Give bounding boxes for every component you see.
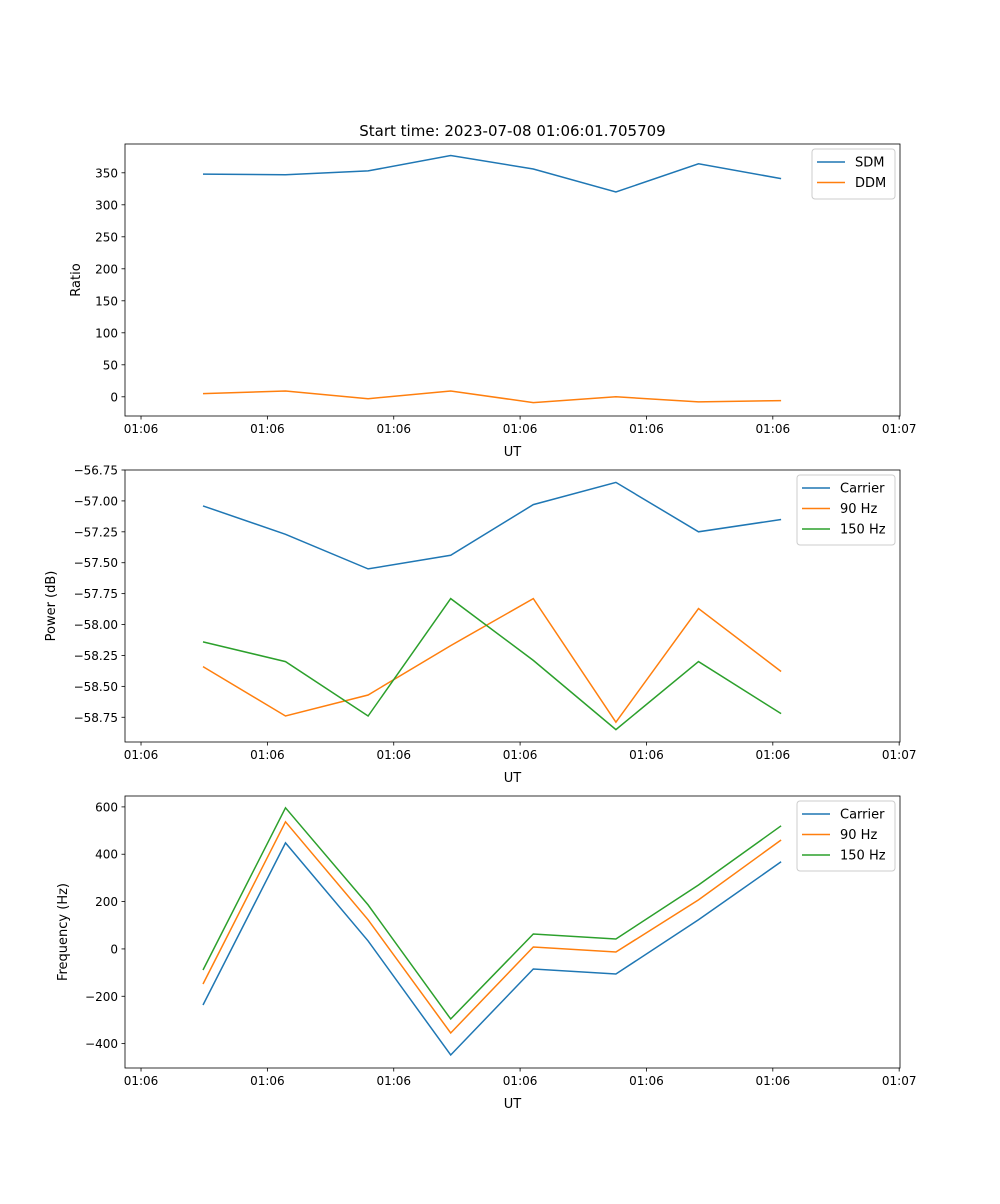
y-tick-label: −400	[85, 1037, 118, 1051]
y-tick-label: 150	[95, 294, 118, 308]
x-tick-label: 01:06	[376, 422, 411, 436]
legend-label: Carrier	[840, 808, 885, 823]
y-tick-label: 600	[95, 800, 118, 814]
legend: Carrier 90 Hz 150 Hz	[796, 474, 896, 546]
y-tick-label: −58.00	[74, 618, 118, 632]
x-tick-label: 01:06	[629, 1074, 664, 1088]
series-line-90-hz	[202, 820, 782, 1035]
legend-label: 150 Hz	[840, 849, 886, 864]
y-tick-label: 400	[95, 848, 118, 862]
y-axis-label: Frequency (Hz)	[56, 883, 71, 981]
axes-frame	[124, 143, 901, 417]
series-line-150-hz	[202, 806, 782, 1021]
axes-frame	[124, 469, 901, 743]
series-line-sdm	[202, 154, 782, 193]
y-tick-label: 100	[95, 326, 118, 340]
chart-title: Start time: 2023-07-08 01:06:01.705709	[359, 122, 665, 140]
x-tick-label: 01:06	[503, 1074, 538, 1088]
x-axis-label: UT	[504, 1097, 522, 1112]
y-tick-label: −58.25	[74, 649, 118, 663]
x-tick-label: 01:06	[124, 422, 159, 436]
x-tick-label: 01:06	[756, 1074, 791, 1088]
y-tick-label: −57.50	[74, 556, 118, 570]
y-tick-label: 0	[110, 942, 118, 956]
subplot-1: 01:06 01:06 01:06 01:06 01:06 01:06 01:07 0 50 10…	[69, 122, 916, 460]
legend: Carrier 90 Hz 150 Hz	[796, 800, 896, 872]
x-tick-label: 01:06	[376, 1074, 411, 1088]
series-line-150-hz	[202, 597, 782, 731]
x-tick-label: 01:06	[629, 422, 664, 436]
subplot-2: 01:06 01:06 01:06 01:06 01:06 01:06 01:07 −58.7…	[44, 464, 916, 787]
x-tick-label: 01:06	[250, 422, 285, 436]
x-tick-label: 01:07	[882, 748, 917, 762]
legend-box	[796, 474, 896, 546]
x-tick-label: 01:07	[882, 1074, 917, 1088]
y-tick-label: 50	[103, 358, 118, 372]
y-tick-label: 200	[95, 262, 118, 276]
y-tick-label: −56.75	[74, 464, 118, 478]
legend-box	[796, 800, 896, 872]
legend-label: 150 Hz	[840, 523, 886, 538]
x-tick-label: 01:06	[503, 422, 538, 436]
y-axis-label: Ratio	[69, 263, 84, 296]
y-tick-label: 350	[95, 166, 118, 180]
y-tick-label: −57.75	[74, 587, 118, 601]
x-tick-label: 01:07	[882, 422, 917, 436]
x-tick-label: 01:06	[629, 748, 664, 762]
legend-label: DDM	[855, 176, 886, 191]
x-tick-label: 01:06	[376, 748, 411, 762]
y-axis-label: Power (dB)	[44, 571, 59, 642]
legend-label: SDM	[855, 156, 884, 171]
legend: SDM DDM	[811, 148, 896, 200]
x-tick-label: 01:06	[124, 748, 159, 762]
y-tick-label: −58.75	[74, 711, 118, 725]
y-tick-label: −58.50	[74, 680, 118, 694]
series-line-90-hz	[202, 597, 782, 724]
x-tick-label: 01:06	[250, 1074, 285, 1088]
x-axis-label: UT	[504, 771, 522, 786]
series-line-carrier	[202, 841, 782, 1057]
x-tick-label: 01:06	[250, 748, 285, 762]
y-tick-label: −57.25	[74, 525, 118, 539]
legend-label: Carrier	[840, 482, 885, 497]
legend-label: 90 Hz	[840, 828, 877, 843]
subplot-3: 01:06 01:06 01:06 01:06 01:06 01:06 01:07 −400 −…	[56, 795, 917, 1112]
y-tick-label: −200	[85, 990, 118, 1004]
series-line-ddm	[202, 390, 782, 404]
legend-label: 90 Hz	[840, 502, 877, 517]
y-tick-label: 0	[110, 390, 118, 404]
x-tick-label: 01:06	[756, 422, 791, 436]
y-tick-label: 200	[95, 895, 118, 909]
x-tick-label: 01:06	[124, 1074, 159, 1088]
series-line-carrier	[202, 481, 782, 570]
y-tick-label: 300	[95, 198, 118, 212]
x-tick-label: 01:06	[756, 748, 791, 762]
x-tick-label: 01:06	[503, 748, 538, 762]
x-axis-label: UT	[504, 445, 522, 460]
y-tick-label: −57.00	[74, 494, 118, 508]
axes-frame	[124, 795, 901, 1069]
y-tick-label: 250	[95, 230, 118, 244]
